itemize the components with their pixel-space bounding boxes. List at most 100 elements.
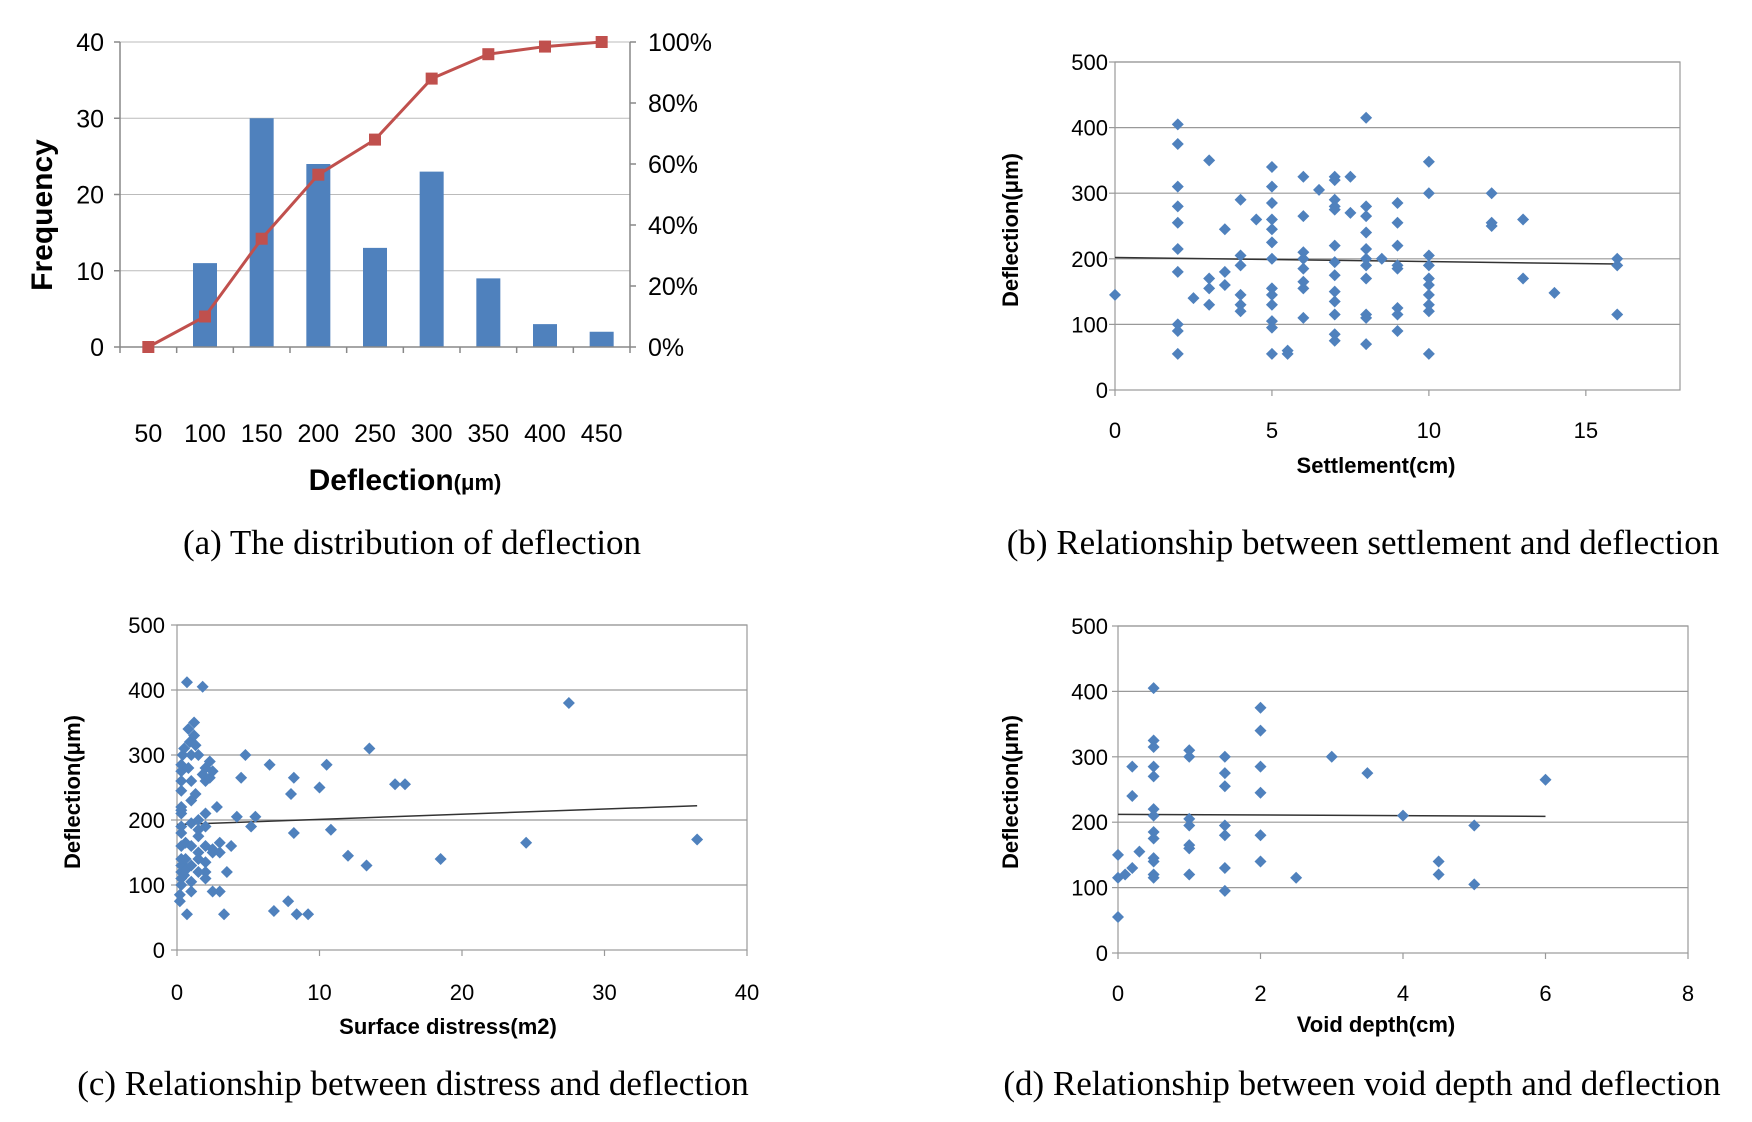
b-data-point: [1203, 282, 1216, 295]
b-data-point: [1485, 220, 1498, 232]
c-data-point: [188, 716, 201, 729]
d-data-point: [1218, 819, 1231, 832]
d-x-tick-label: 4: [1397, 981, 1409, 1006]
d-data-point: [1147, 871, 1160, 884]
c-data-point: [199, 807, 212, 820]
a-cumulative-marker-450: [595, 36, 608, 48]
b-data-point: [1391, 324, 1404, 337]
c-y-tick-label: 300: [128, 743, 165, 768]
b-data-point: [1360, 210, 1373, 223]
c-data-point: [218, 908, 231, 921]
a-y-tick-label: 10: [76, 258, 104, 286]
b-data-point: [1328, 239, 1341, 252]
c-x-tick-label: 0: [171, 980, 183, 1005]
c-data-point: [175, 775, 188, 787]
c-data-point: [175, 879, 188, 891]
b-x-tick-label: 5: [1266, 418, 1278, 443]
a-bar-150: [249, 118, 274, 347]
c-data-point: [199, 866, 212, 878]
c-data-point: [213, 885, 226, 898]
d-data-point: [1183, 868, 1196, 881]
b-data-point: [1250, 213, 1263, 226]
c-data-point: [206, 846, 219, 859]
d-y-tick-label: 100: [1071, 876, 1108, 901]
b-data-point: [1265, 213, 1278, 226]
d-y-tick-label: 500: [1071, 614, 1108, 639]
a-x-tick-label: 150: [241, 420, 283, 448]
b-data-point: [1360, 200, 1373, 213]
c-data-point: [179, 853, 192, 865]
c-y-axis-label: Deflection(μm): [60, 715, 85, 869]
b-data-point: [1171, 216, 1184, 229]
a-y-tick-label: 20: [76, 182, 104, 210]
b-data-point: [1422, 272, 1435, 285]
c-data-point: [185, 875, 198, 888]
b-data-point: [1281, 347, 1294, 360]
b-data-point: [1360, 252, 1373, 265]
a-x-axis-label-unit: (μm): [454, 470, 502, 495]
c-data-point: [342, 849, 354, 862]
c-data-point: [285, 788, 297, 800]
d-data-point: [1112, 848, 1124, 861]
b-data-point: [1203, 298, 1216, 311]
b-data-point: [1517, 272, 1530, 285]
c-trend-line: [176, 804, 698, 826]
b-data-point: [1265, 236, 1278, 249]
d-data-point: [1290, 871, 1303, 884]
b-data-point: [1360, 242, 1373, 255]
d-data-point: [1119, 868, 1132, 881]
panel-b-settlement-scatter: 0 100 200 300 400 500 0 5 10 15 Deflection(μm) Se…: [998, 50, 1719, 562]
b-data-point: [1171, 200, 1184, 213]
c-data-point: [206, 765, 219, 778]
b-data-point: [1265, 252, 1278, 265]
d-y-tick-label: 400: [1071, 679, 1108, 704]
b-y-tick-label: 100: [1071, 312, 1108, 337]
d-x-axis-label: Void depth(cm): [1297, 1012, 1455, 1037]
c-data-point: [199, 820, 212, 833]
c-data-point: [199, 872, 212, 885]
c-data-point: [173, 888, 186, 901]
d-caption: (d) Relationship between void depth and …: [1003, 1064, 1720, 1103]
b-y-tick-label: 200: [1071, 247, 1108, 272]
d-data-point: [1183, 842, 1196, 855]
b-data-point: [1234, 249, 1247, 262]
d-x-tick-label: 0: [1112, 981, 1124, 1006]
b-data-point: [1422, 305, 1435, 318]
c-y-tick-label: 400: [128, 678, 165, 703]
c-y-tick-label: 100: [128, 873, 165, 898]
d-x-tick-label: 8: [1682, 981, 1694, 1006]
d-data-point: [1218, 767, 1231, 780]
b-data-point: [1360, 311, 1373, 324]
b-data-point: [1297, 282, 1310, 295]
d-data-point: [1218, 861, 1231, 874]
b-data-point: [1203, 154, 1216, 167]
c-data-point: [175, 801, 188, 813]
b-data-point: [1422, 249, 1435, 262]
b-y-tick-label: 0: [1096, 378, 1108, 403]
a-y-tick-label: 40: [76, 29, 104, 57]
b-data-point: [1297, 262, 1310, 275]
d-data-point: [1254, 829, 1267, 842]
c-data-point: [196, 680, 209, 693]
c-data-point: [189, 739, 202, 752]
d-y-axis-label: Deflection(μm): [998, 715, 1023, 869]
a-caption: (a) The distribution of deflection: [183, 523, 641, 562]
b-y-tick-label: 300: [1071, 181, 1108, 206]
c-data-point: [192, 830, 205, 843]
a-x-tick-label: 350: [467, 420, 509, 448]
c-y-tick-label: 0: [153, 938, 165, 963]
d-data-point: [1254, 786, 1267, 799]
b-data-point: [1265, 282, 1278, 295]
c-data-point: [363, 742, 376, 755]
b-x-tick-label: 0: [1109, 418, 1121, 443]
d-data-point: [1183, 744, 1196, 757]
c-data-point: [220, 866, 233, 878]
d-data-point: [1432, 855, 1445, 868]
d-data-point: [1539, 773, 1552, 786]
b-data-point: [1218, 279, 1231, 292]
b-data-point: [1218, 265, 1231, 278]
c-data-point: [182, 762, 195, 774]
b-data-point: [1265, 197, 1278, 210]
a-y2-tick-label: 20%: [648, 273, 698, 301]
